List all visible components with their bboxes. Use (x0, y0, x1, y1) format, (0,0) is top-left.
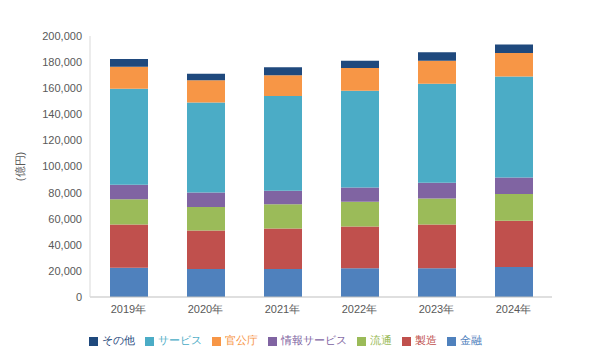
html-text:製造: 製造 (414, 334, 437, 346)
html-text:情報サービス: 情報サービス (280, 334, 347, 346)
html-text:その他: その他 (101, 334, 135, 346)
svg-text:2020年: 2020年 (188, 303, 223, 315)
svg-text:180,000: 180,000 (42, 56, 82, 68)
svg-text:0: 0 (76, 291, 82, 303)
html-text:金融: 金融 (459, 334, 482, 346)
svg-text:140,000: 140,000 (42, 108, 82, 120)
svg-text:160,000: 160,000 (42, 82, 82, 94)
svg-text:80,000: 80,000 (48, 187, 82, 199)
svg-text:2019年: 2019年 (111, 303, 146, 315)
svg-text:2022年: 2022年 (342, 303, 377, 315)
html-text:流通: 流通 (369, 334, 392, 346)
html-text:官公庁: 官公庁 (224, 334, 258, 346)
html-text:サービス: サービス (157, 334, 202, 346)
svg-text:20,000: 20,000 (48, 265, 82, 277)
svg-text:60,000: 60,000 (48, 213, 82, 225)
svg-text:2024年: 2024年 (496, 303, 531, 315)
svg-text:100,000: 100,000 (42, 160, 82, 172)
svg-text:40,000: 40,000 (48, 239, 82, 251)
svg-text:(億円): (億円) (14, 152, 26, 181)
svg-text:120,000: 120,000 (42, 134, 82, 146)
svg-text:2023年: 2023年 (419, 303, 454, 315)
svg-text:200,000: 200,000 (42, 30, 82, 42)
svg-text:2021年: 2021年 (265, 303, 300, 315)
